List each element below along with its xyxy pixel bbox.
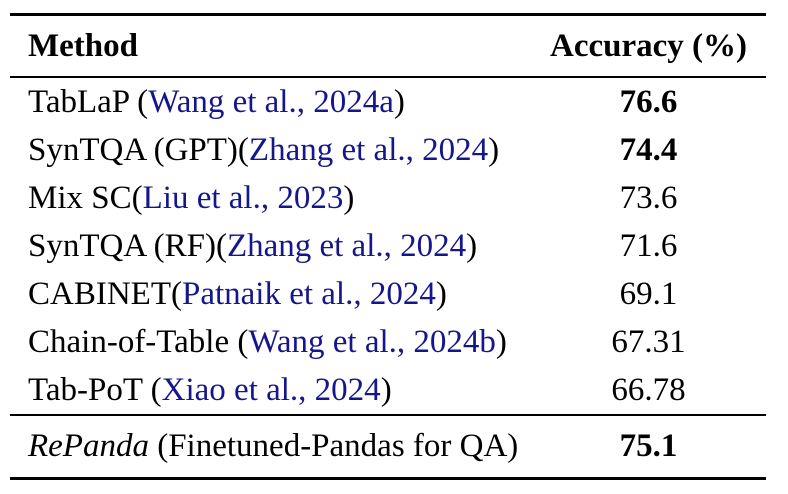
method-text: Chain-of-Table ( xyxy=(28,325,249,359)
footer-row: RePanda (Finetuned-Pandas for QA) 75.1 xyxy=(10,416,766,477)
citation-link[interactable]: Wang et al., 2024b xyxy=(248,325,496,359)
method-cell: Tab-PoT (Xiao et al., 2024) xyxy=(10,374,531,407)
accuracy-value: 73.6 xyxy=(619,179,678,216)
table-row: SynTQA (GPT)(Zhang et al., 2024) 74.4 xyxy=(10,126,766,174)
table-row: CABINET(Patnaik et al., 2024) 69.1 xyxy=(10,270,766,318)
method-cell: TabLaP (Wang et al., 2024a) xyxy=(10,86,531,119)
method-text: ) xyxy=(393,85,405,119)
method-text: Tab-PoT ( xyxy=(28,373,162,407)
citation-link[interactable]: Patnaik et al., 2024 xyxy=(181,277,436,311)
method-text: ) xyxy=(495,325,507,359)
bottom-rule xyxy=(10,477,766,480)
citation-link[interactable]: Zhang et al., 2024 xyxy=(248,133,489,167)
citation-link[interactable]: Wang et al., 2024a xyxy=(148,85,394,119)
table-row: Chain-of-Table (Wang et al., 2024b) 67.31 xyxy=(10,318,766,366)
mid-rule xyxy=(10,414,766,416)
method-text: SynTQA (GPT)( xyxy=(28,133,249,167)
table-footer: RePanda (Finetuned-Pandas for QA) 75.1 xyxy=(10,416,766,477)
method-cell: CABINET(Patnaik et al., 2024) xyxy=(10,278,531,311)
method-text: ) xyxy=(435,277,447,311)
method-text: (Finetuned-Pandas for QA) xyxy=(148,430,519,463)
accuracy-value: 76.6 xyxy=(619,83,678,120)
table-row: Tab-PoT (Xiao et al., 2024) 66.78 xyxy=(10,366,766,414)
table-row: SynTQA (RF)(Zhang et al., 2024) 71.6 xyxy=(10,222,766,270)
accuracy-value: 66.78 xyxy=(611,371,686,408)
citation-link[interactable]: Liu et al., 2023 xyxy=(142,181,344,215)
method-name-italic: RePanda xyxy=(28,430,149,463)
header-rule xyxy=(10,76,766,78)
accuracy-value: 67.31 xyxy=(611,323,686,360)
method-text: TabLaP ( xyxy=(28,85,149,119)
method-text: CABINET( xyxy=(28,277,182,311)
method-cell: SynTQA (RF)(Zhang et al., 2024) xyxy=(10,230,531,263)
method-column-header: Method xyxy=(28,29,138,63)
method-cell: SynTQA (GPT)(Zhang et al., 2024) xyxy=(10,134,531,167)
method-text: Mix SC( xyxy=(28,181,143,215)
method-text: ) xyxy=(343,181,355,215)
method-cell: RePanda (Finetuned-Pandas for QA) xyxy=(10,430,531,463)
method-text: ) xyxy=(380,373,392,407)
method-text: ) xyxy=(488,133,500,167)
table-body: TabLaP (Wang et al., 2024a) 76.6 SynTQA (G… xyxy=(10,78,766,414)
method-cell: Chain-of-Table (Wang et al., 2024b) xyxy=(10,326,531,359)
accuracy-value: 74.4 xyxy=(619,131,678,168)
citation-link[interactable]: Xiao et al., 2024 xyxy=(161,373,381,407)
accuracy-column-header: Accuracy (%) xyxy=(549,27,747,64)
citation-link[interactable]: Zhang et al., 2024 xyxy=(226,229,467,263)
method-text: ) xyxy=(466,229,478,263)
method-text: SynTQA (RF)( xyxy=(28,229,227,263)
method-cell: Mix SC(Liu et al., 2023) xyxy=(10,182,531,215)
table-row: TabLaP (Wang et al., 2024a) 76.6 xyxy=(10,78,766,126)
accuracy-value: 69.1 xyxy=(619,275,678,312)
top-rule xyxy=(10,13,766,16)
accuracy-value: 75.1 xyxy=(619,428,678,464)
accuracy-value: 71.6 xyxy=(619,227,678,264)
results-table: Method Accuracy (%) TabLaP (Wang et al.,… xyxy=(10,13,766,480)
table-row: Mix SC(Liu et al., 2023) 73.6 xyxy=(10,174,766,222)
header-row: Method Accuracy (%) xyxy=(10,16,766,76)
